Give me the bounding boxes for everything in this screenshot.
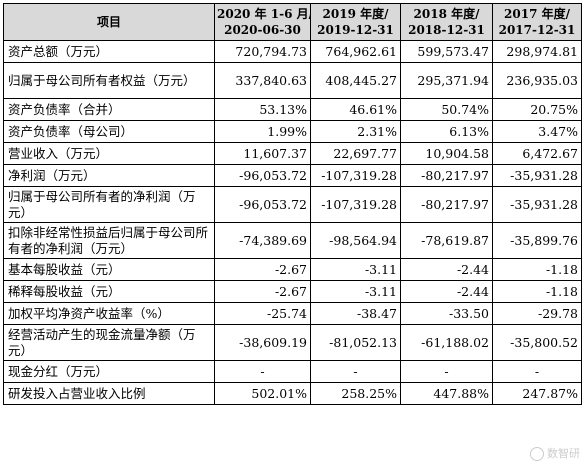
cell-value: - — [310, 360, 401, 383]
row-label: 净利润（万元） — [3, 164, 215, 187]
table-row: 经营活动产生的现金流量净额（万元） -38,609.19 -81,052.13 … — [3, 324, 582, 361]
row-label: 基本每股收益（元） — [3, 258, 215, 281]
cell-value: -61,188.02 — [400, 324, 493, 361]
wechat-icon — [530, 447, 544, 461]
cell-value: 720,794.73 — [214, 40, 311, 63]
cell-value: 50.74% — [400, 98, 493, 121]
row-label: 资产总额（万元） — [3, 40, 215, 63]
cell-value: -29.78 — [492, 302, 582, 325]
cell-value: -80,217.97 — [400, 164, 493, 187]
table-row: 资产负债率（合并） 53.13% 46.61% 50.74% 20.75% — [3, 98, 582, 121]
cell-value: -3.11 — [310, 258, 401, 281]
cell-value: 764,962.61 — [310, 40, 401, 63]
table-row: 归属于母公司所有者的净利润（万元） -96,053.72 -107,319.28… — [3, 186, 582, 223]
table-row: 资产总额（万元） 720,794.73 764,962.61 599,573.4… — [3, 40, 582, 63]
table-row: 资产负债率（母公司） 1.99% 2.31% 6.13% 3.47% — [3, 120, 582, 143]
cell-value: 247.87% — [492, 382, 582, 405]
cell-value: -2.67 — [214, 280, 311, 303]
cell-value: -98,564.94 — [310, 222, 401, 259]
row-label: 现金分红（万元） — [3, 360, 215, 383]
table-row: 归属于母公司所有者权益（万元） 337,840.63 408,445.27 29… — [3, 62, 582, 99]
table-row: 稀释每股收益（元） -2.67 -3.11 -2.44 -1.18 — [3, 280, 582, 303]
table-header-row: 项目 2020 年 1-6 月/2020-06-30 2019 年度/2019-… — [3, 3, 582, 41]
watermark: 数智研 — [530, 445, 580, 461]
cell-value: 22,697.77 — [310, 142, 401, 165]
cell-value: - — [214, 360, 311, 383]
table-row: 加权平均净资产收益率（%） -25.74 -38.47 -33.50 -29.7… — [3, 302, 582, 325]
cell-value: 6,472.67 — [492, 142, 582, 165]
cell-value: -25.74 — [214, 302, 311, 325]
cell-value: -1.18 — [492, 280, 582, 303]
table-row: 营业收入（万元） 11,607.37 22,697.77 10,904.58 6… — [3, 142, 582, 165]
cell-value: -38,609.19 — [214, 324, 311, 361]
table-row: 扣除非经常性损益后归属于母公司所有者的净利润（万元） -74,389.69 -9… — [3, 222, 582, 259]
cell-value: -78,619.87 — [400, 222, 493, 259]
cell-value: 3.47% — [492, 120, 582, 143]
table-row: 基本每股收益（元） -2.67 -3.11 -2.44 -1.18 — [3, 258, 582, 281]
row-label: 加权平均净资产收益率（%） — [3, 302, 215, 325]
header-period: 2018 年度/2018-12-31 — [400, 3, 493, 41]
cell-value: -107,319.28 — [310, 164, 401, 187]
cell-value: 295,371.94 — [400, 62, 493, 99]
cell-value: 337,840.63 — [214, 62, 311, 99]
cell-value: 502.01% — [214, 382, 311, 405]
cell-value: 258.25% — [310, 382, 401, 405]
cell-value: 11,607.37 — [214, 142, 311, 165]
table-row: 现金分红（万元） - - - - — [3, 360, 582, 383]
cell-value: -3.11 — [310, 280, 401, 303]
cell-value: -81,052.13 — [310, 324, 401, 361]
cell-value: 6.13% — [400, 120, 493, 143]
row-label: 资产负债率（母公司） — [3, 120, 215, 143]
table-row: 研发投入占营业收入比例 502.01% 258.25% 447.88% 247.… — [3, 382, 582, 405]
cell-value: -2.44 — [400, 258, 493, 281]
row-label: 研发投入占营业收入比例 — [3, 382, 215, 405]
header-period: 2020 年 1-6 月/2020-06-30 — [214, 3, 311, 41]
row-label: 归属于母公司所有者的净利润（万元） — [3, 186, 215, 223]
row-label: 资产负债率（合并） — [3, 98, 215, 121]
cell-value: -38.47 — [310, 302, 401, 325]
row-label: 经营活动产生的现金流量净额（万元） — [3, 324, 215, 361]
cell-value: - — [400, 360, 493, 383]
header-period: 2017 年度/2017-12-31 — [492, 3, 582, 41]
cell-value: -80,217.97 — [400, 186, 493, 223]
cell-value: 298,974.81 — [492, 40, 582, 63]
cell-value: -96,053.72 — [214, 186, 311, 223]
cell-value: -107,319.28 — [310, 186, 401, 223]
cell-value: 53.13% — [214, 98, 311, 121]
cell-value: -35,931.28 — [492, 186, 582, 223]
header-item: 项目 — [3, 3, 215, 41]
cell-value: 599,573.47 — [400, 40, 493, 63]
cell-value: 447.88% — [400, 382, 493, 405]
cell-value: -35,800.52 — [492, 324, 582, 361]
row-label: 稀释每股收益（元） — [3, 280, 215, 303]
cell-value: 236,935.03 — [492, 62, 582, 99]
cell-value: -35,899.76 — [492, 222, 582, 259]
cell-value: - — [492, 360, 582, 383]
cell-value: -35,931.28 — [492, 164, 582, 187]
cell-value: 1.99% — [214, 120, 311, 143]
financial-table-container: 项目 2020 年 1-6 月/2020-06-30 2019 年度/2019-… — [3, 3, 582, 405]
header-period: 2019 年度/2019-12-31 — [310, 3, 401, 41]
financial-indicators-table: 项目 2020 年 1-6 月/2020-06-30 2019 年度/2019-… — [3, 3, 582, 405]
cell-value: -33.50 — [400, 302, 493, 325]
cell-value: -2.44 — [400, 280, 493, 303]
table-row: 净利润（万元） -96,053.72 -107,319.28 -80,217.9… — [3, 164, 582, 187]
watermark-text: 数智研 — [547, 447, 580, 460]
cell-value: -1.18 — [492, 258, 582, 281]
cell-value: 10,904.58 — [400, 142, 493, 165]
cell-value: 408,445.27 — [310, 62, 401, 99]
cell-value: 20.75% — [492, 98, 582, 121]
cell-value: -74,389.69 — [214, 222, 311, 259]
row-label: 归属于母公司所有者权益（万元） — [3, 62, 215, 99]
cell-value: -2.67 — [214, 258, 311, 281]
row-label: 营业收入（万元） — [3, 142, 215, 165]
cell-value: -96,053.72 — [214, 164, 311, 187]
cell-value: 2.31% — [310, 120, 401, 143]
row-label: 扣除非经常性损益后归属于母公司所有者的净利润（万元） — [3, 222, 215, 259]
cell-value: 46.61% — [310, 98, 401, 121]
